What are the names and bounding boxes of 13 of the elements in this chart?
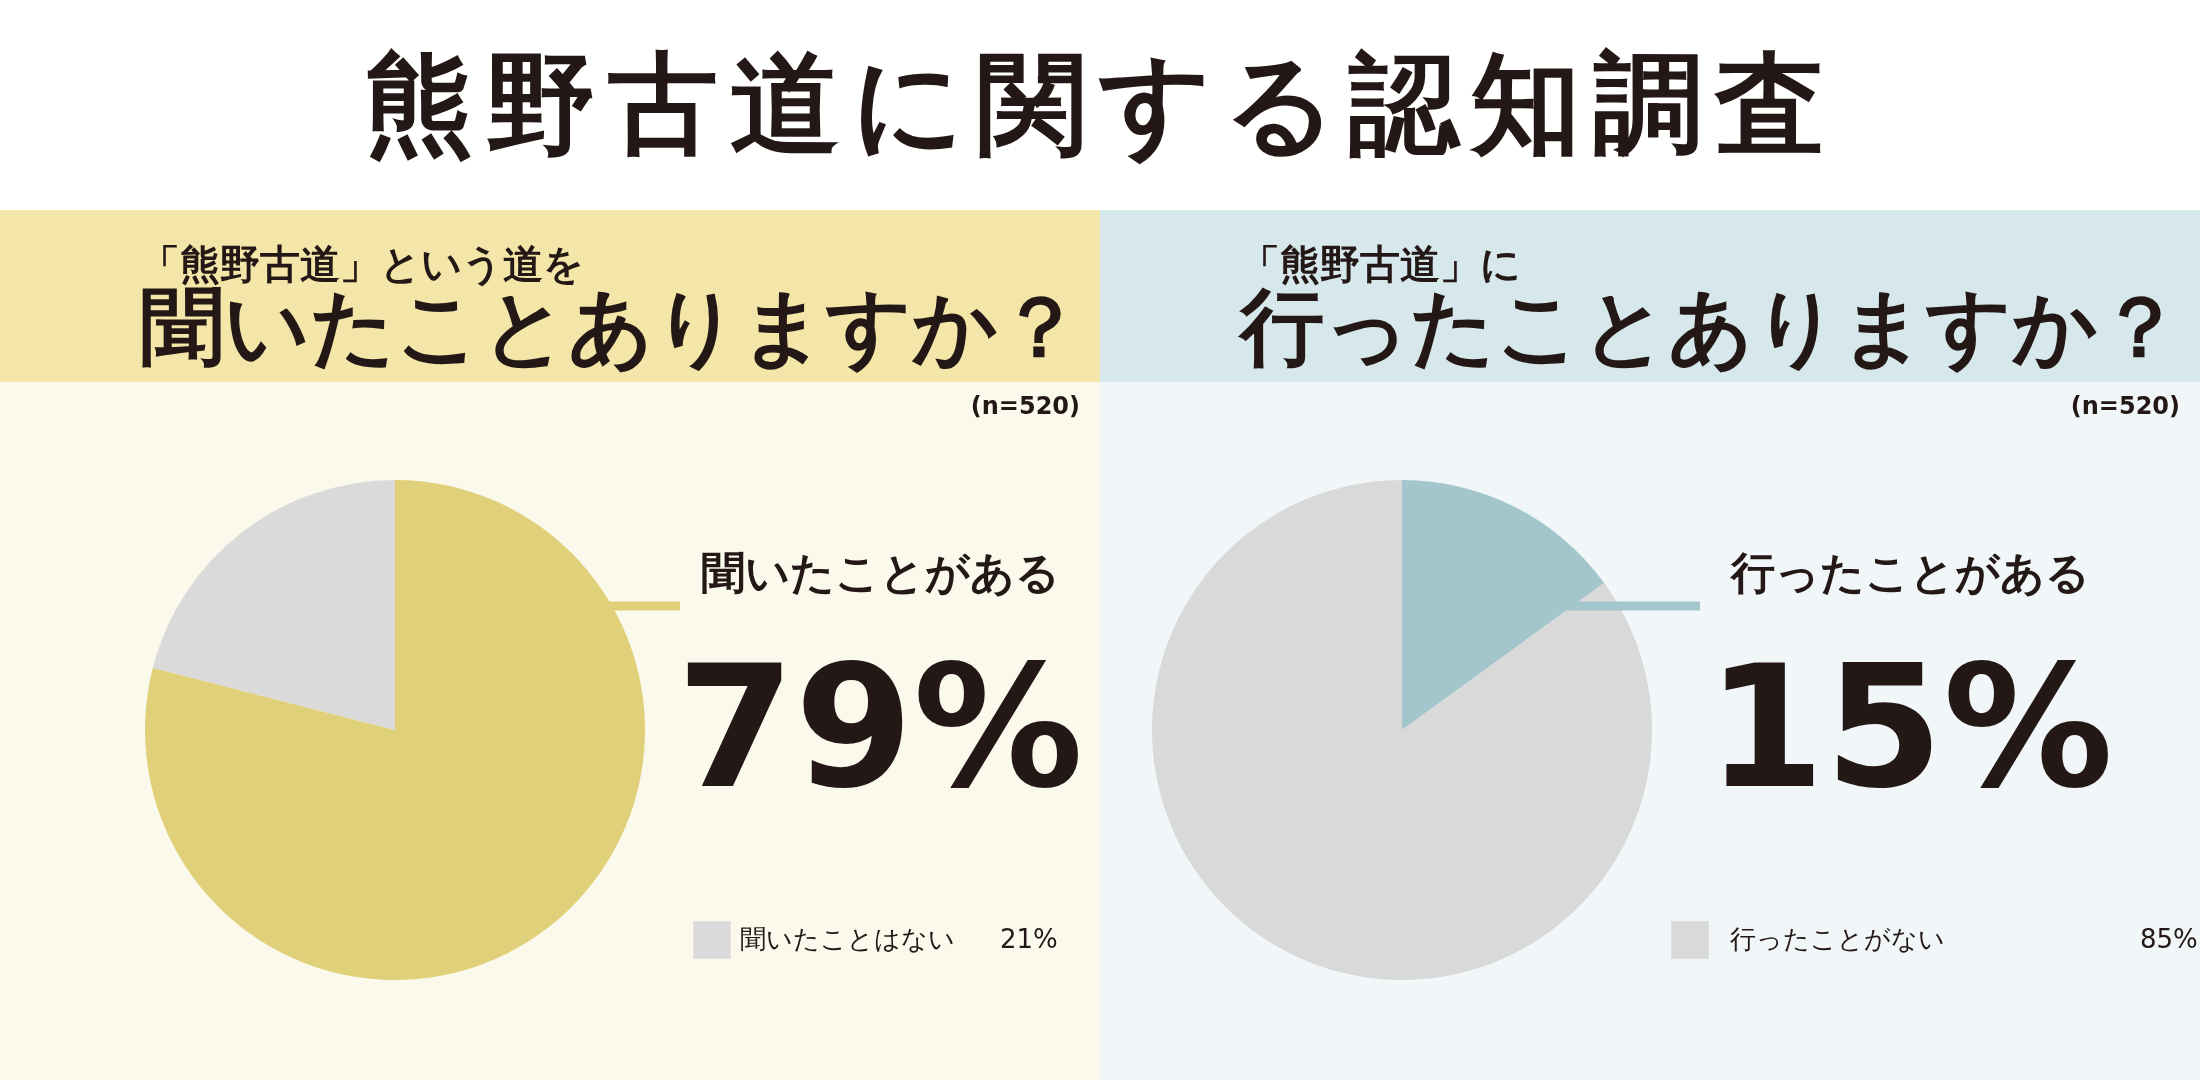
legend-label: 聞いたことはない [740, 924, 955, 954]
data-label: 21% [1000, 924, 1058, 954]
text: (n=520) [2070, 392, 2180, 420]
slice-label: 聞いたことがある [700, 547, 1060, 598]
data-label: 79% [676, 628, 1084, 826]
pie-slice [1152, 480, 1652, 980]
pie-slice [152, 480, 395, 730]
text: 熊野古道に関する認知調査 [363, 38, 1837, 170]
slice-label: 行ったことがある [1728, 547, 2090, 598]
data-label: 15% [1706, 628, 2114, 826]
data-label: 85% [2140, 924, 2198, 954]
text: (n=520) [970, 392, 1080, 420]
legend-label: 行ったことがない [1730, 924, 1945, 954]
